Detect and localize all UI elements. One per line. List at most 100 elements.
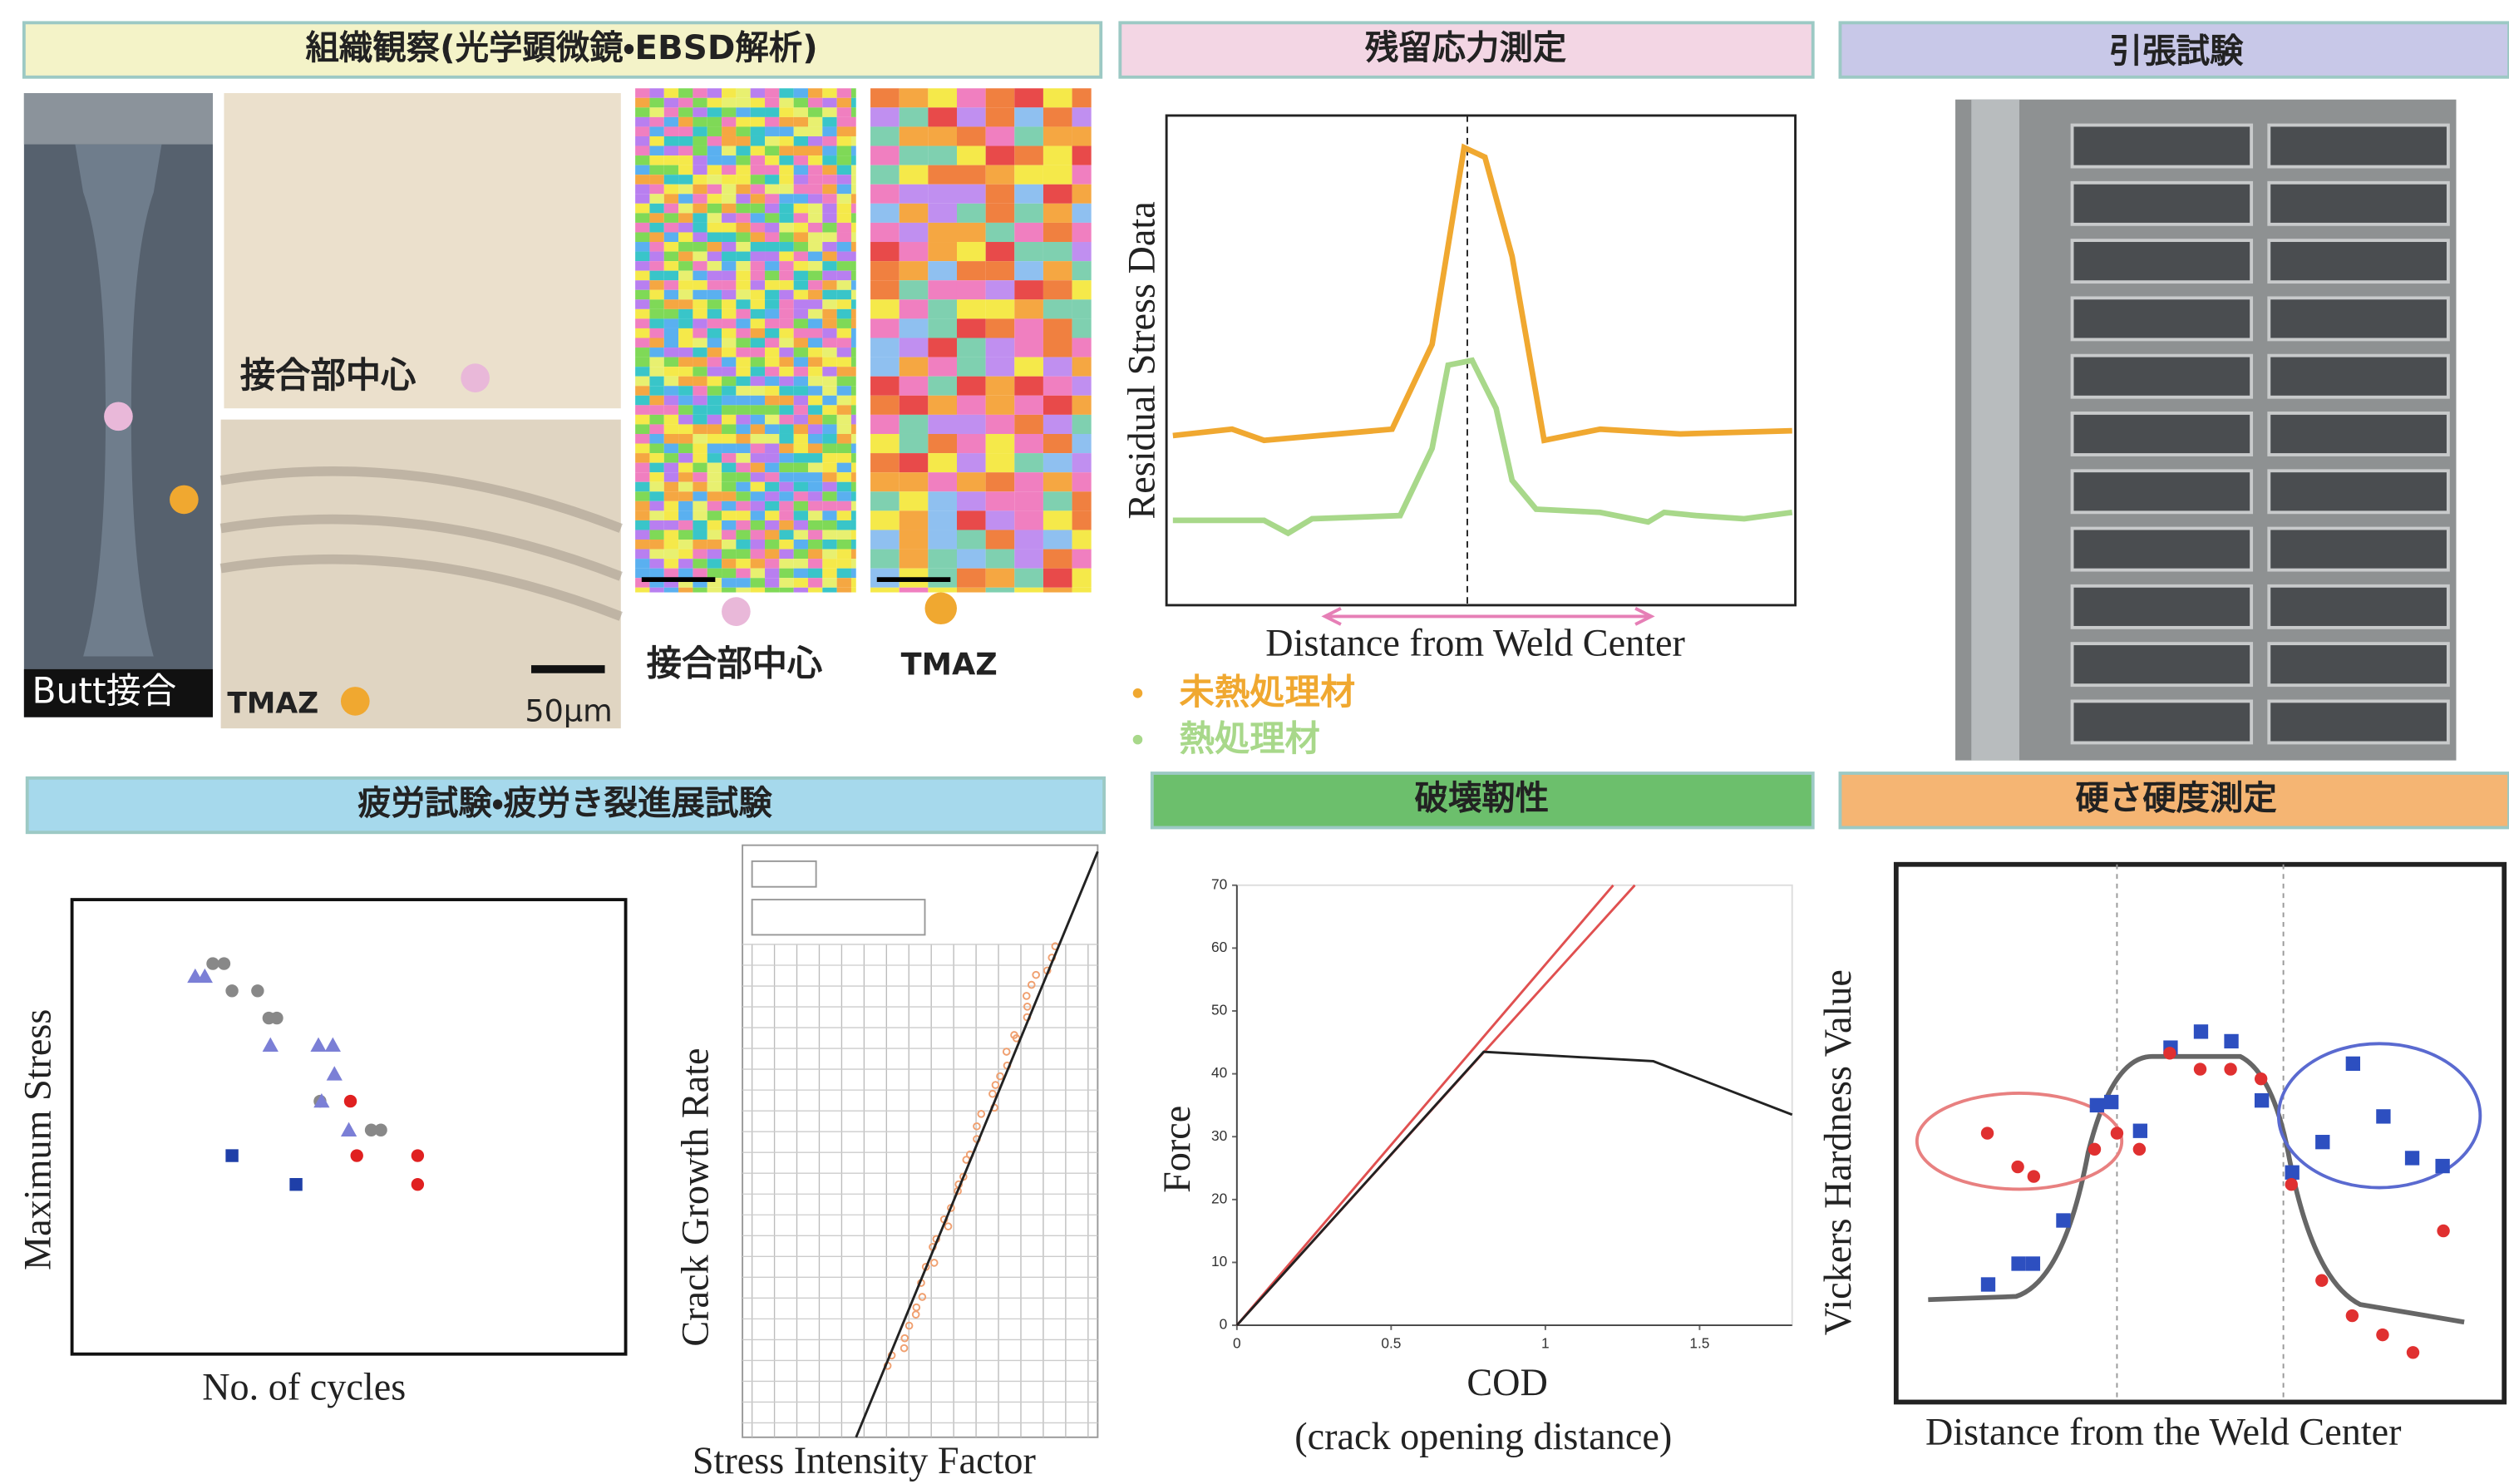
photo-background [24,93,213,145]
grain [822,165,836,175]
grain [693,290,707,300]
grain [957,569,986,588]
grain [635,444,649,454]
grain [794,107,808,117]
grain [837,261,851,271]
grain [635,242,649,252]
grain [664,510,678,520]
grain [707,520,722,530]
grain [822,185,836,195]
grain [1014,88,1043,107]
grain [693,472,707,482]
grain [736,155,750,165]
grain [649,338,663,348]
grain [693,223,707,233]
grain [1014,185,1043,204]
grain [722,491,736,501]
grain [678,107,693,117]
grain [1043,223,1072,242]
y-axis-label: Residual Stress Data [1121,201,1163,519]
grain [678,424,693,434]
grain [751,146,765,156]
grain [707,261,722,271]
grain [722,155,736,165]
ebsd-tmaz-label: TMAZ [901,647,998,683]
grain [664,126,678,136]
grain [722,482,736,492]
grain [822,453,836,463]
grain [722,463,736,473]
grain [736,415,750,425]
grain [664,530,678,540]
grain [765,136,779,146]
grain [649,510,663,520]
grain [986,126,1015,145]
grain [794,377,808,387]
x-axis-note: (crack opening distance) [1294,1415,1672,1457]
grain [751,328,765,338]
grain [794,491,808,501]
grain [693,396,707,406]
grain [693,377,707,387]
grain [851,367,856,377]
grain [693,569,707,579]
grain [722,136,736,146]
grain [736,482,750,492]
legend-marker [1133,735,1143,745]
grain [664,482,678,492]
grain [779,348,793,357]
grain [928,472,957,491]
grain [870,88,900,107]
grain [928,318,957,338]
y-tick-label: 70 [1211,875,1227,892]
grain [986,434,1015,453]
specimen [2073,356,2252,397]
grain [751,415,765,425]
grain [851,491,856,501]
grain [693,405,707,415]
grain [736,136,750,146]
grain [851,223,856,233]
grain [900,242,929,261]
grain [1072,126,1092,145]
grain [837,510,851,520]
grain [779,88,793,98]
grain [707,434,722,444]
grain [635,357,649,367]
x-axis-label: Distance from Weld Center [1265,622,1685,664]
grain [736,520,750,530]
grain [722,348,736,357]
grain [851,185,856,195]
grain [822,348,836,357]
grain [635,185,649,195]
grain [649,318,663,328]
grain [678,232,693,242]
grain [808,107,822,117]
panel-title: 疲労試験・疲労き裂進展試験 [357,783,772,823]
x-axis-label: COD [1466,1361,1548,1403]
grain [1072,588,1092,593]
grain [751,424,765,434]
grain [707,155,722,165]
grain [678,377,693,387]
decoration [412,1178,424,1191]
grain [1072,242,1092,261]
grain [649,117,663,127]
grain [649,530,663,540]
grain [794,204,808,214]
grain [1043,204,1072,223]
grain [707,367,722,377]
grain [986,242,1015,261]
grain [722,472,736,482]
grain [765,126,779,136]
grain [664,223,678,233]
grain [722,415,736,425]
grain [822,328,836,338]
plot-frame [1237,885,1792,1325]
grain [1072,338,1092,357]
grain [649,280,663,290]
grain [664,491,678,501]
grain [736,501,750,511]
grain [837,146,851,156]
grain [808,126,822,136]
